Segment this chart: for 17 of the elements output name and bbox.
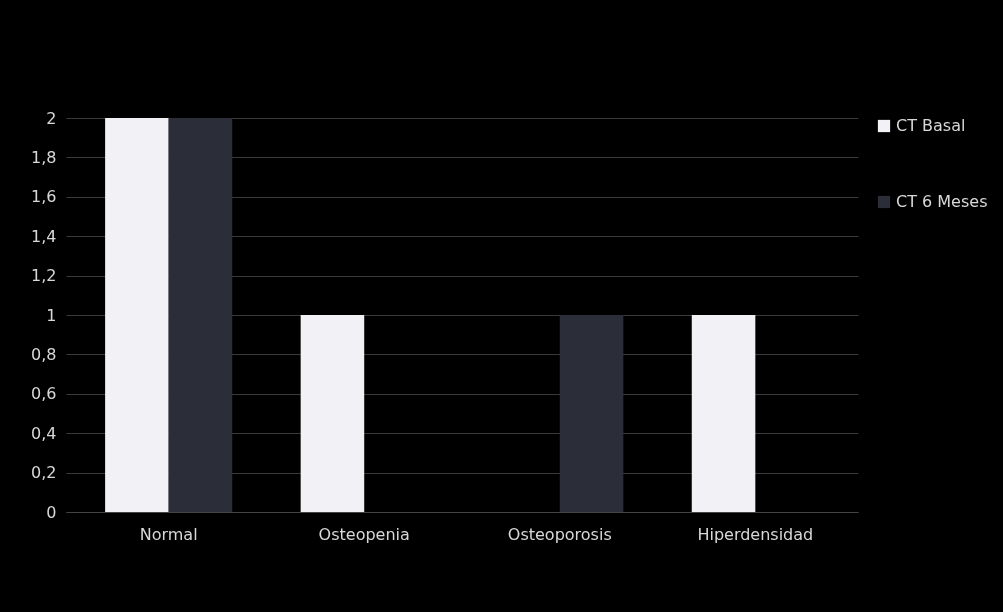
- y-tick-label: 0,6: [31, 384, 57, 404]
- legend-label: CT Basal: [896, 116, 966, 135]
- y-tick-label: 0,2: [31, 463, 57, 483]
- y-tick-label: 0,4: [31, 423, 57, 443]
- y-tick-label: 1,2: [31, 266, 57, 286]
- legend-label: CT 6 Meses: [896, 192, 988, 211]
- x-tick-label: Osteopenia: [318, 524, 410, 544]
- y-tick-label: 0,8: [31, 344, 57, 364]
- x-tick-label: Normal: [139, 524, 198, 544]
- y-tick-label: 1,6: [31, 187, 57, 207]
- y-tick-label: 1: [46, 305, 57, 325]
- y-tick-label: 1,4: [31, 226, 57, 246]
- x-tick-label: Osteoporosis: [507, 524, 612, 544]
- y-tick-label: 1,8: [31, 147, 57, 167]
- y-tick-label: 2: [46, 108, 57, 128]
- y-tick-label: 0: [46, 502, 57, 522]
- x-tick-label: Hiperdensidad: [697, 524, 814, 544]
